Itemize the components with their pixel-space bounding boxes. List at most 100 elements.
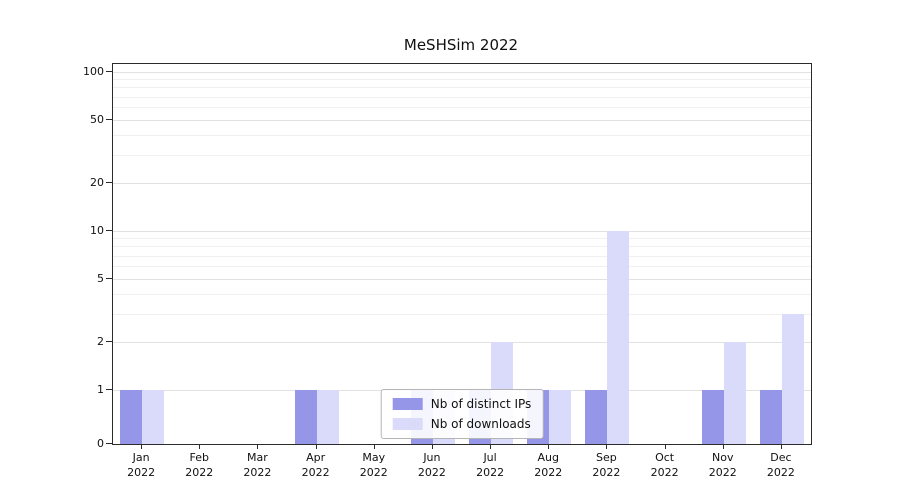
x-tick-year: 2022 [650, 466, 679, 479]
bar-distinct-ips-dec [759, 390, 782, 444]
x-tick-month: Nov [712, 451, 734, 464]
y-tick-mark-2 [106, 341, 112, 343]
gridline-minor-40 [113, 135, 811, 137]
y-tick-label-50: 50 [90, 112, 104, 126]
plot-area: Nb of distinct IPs Nb of downloads [112, 63, 812, 445]
gridline-minor-8 [113, 246, 811, 248]
x-tick-month: Jul [483, 451, 497, 464]
legend-label-distinct-ips: Nb of distinct IPs [430, 397, 532, 411]
x-tick-month: Aug [537, 451, 559, 464]
x-tick-label-sep: Sep 2022 [577, 450, 635, 480]
bar-downloads-nov [723, 342, 746, 444]
y-tick-label-100: 100 [83, 65, 104, 78]
x-tick-year: 2022 [359, 466, 388, 479]
y-tick-mark-20 [106, 182, 112, 184]
legend-swatch-distinct-ips [392, 398, 423, 410]
x-tick-year: 2022 [417, 466, 446, 479]
x-tick-label-jun: Jun 2022 [403, 450, 461, 480]
y-tick-label-10: 10 [90, 224, 104, 237]
x-tick-label-dec: Dec 2022 [752, 450, 810, 480]
bar-distinct-ips-nov [701, 390, 724, 444]
bar-downloads-aug [549, 390, 572, 444]
x-tick-year: 2022 [708, 466, 737, 479]
x-tick-month: Oct [655, 451, 675, 464]
y-tick-mark-0 [106, 443, 112, 444]
x-tick-mark-nov [722, 444, 724, 449]
gridline-minor-9 [113, 238, 811, 240]
x-tick-label-nov: Nov 2022 [694, 450, 752, 480]
x-tick-year: 2022 [766, 466, 795, 479]
gridline-major-100 [113, 72, 811, 73]
x-tick-mark-may [373, 444, 375, 449]
x-tick-mark-oct [664, 444, 666, 449]
x-tick-year: 2022 [127, 466, 156, 479]
x-tick-mark-jun [431, 444, 433, 449]
legend-row-downloads: Nb of downloads [392, 417, 532, 431]
x-tick-year: 2022 [476, 466, 505, 479]
y-tick-label-5: 5 [97, 271, 104, 285]
x-tick-mark-mar [257, 444, 259, 449]
bar-distinct-ips-jan [120, 390, 143, 444]
y-tick-label-20: 20 [90, 176, 104, 190]
x-tick-year: 2022 [243, 466, 272, 479]
gridline-minor-3 [113, 314, 811, 316]
y-tick-mark-50 [106, 118, 112, 120]
gridline-minor-30 [113, 155, 811, 157]
x-tick-year: 2022 [534, 466, 563, 479]
x-tick-month: Apr [306, 451, 326, 464]
bar-downloads-apr [316, 390, 339, 444]
gridline-minor-90 [113, 79, 811, 81]
x-tick-month: Feb [189, 451, 209, 464]
y-tick-label-0: 0 [97, 437, 104, 450]
x-tick-label-apr: Apr 2022 [287, 450, 345, 480]
bar-downloads-jan [142, 390, 165, 444]
x-tick-month: Dec [770, 451, 792, 464]
x-tick-label-aug: Aug 2022 [519, 450, 577, 480]
gridline-minor-4 [113, 294, 811, 296]
x-tick-label-oct: Oct 2022 [636, 450, 694, 480]
x-tick-mark-sep [606, 444, 608, 449]
x-tick-month: Mar [247, 451, 268, 464]
y-tick-label-2: 2 [97, 335, 104, 349]
gridline-minor-70 [113, 96, 811, 98]
y-tick-label-1: 1 [97, 383, 104, 396]
x-tick-year: 2022 [301, 466, 330, 479]
bar-downloads-sep [607, 231, 630, 444]
gridline-major-2 [113, 342, 811, 344]
gridline-minor-60 [113, 107, 811, 109]
bar-distinct-ips-apr [294, 390, 317, 444]
x-tick-label-feb: Feb 2022 [170, 450, 228, 480]
x-tick-mark-jan [141, 444, 143, 449]
x-tick-month: Jan [132, 451, 150, 464]
y-tick-mark-5 [106, 277, 112, 279]
gridline-major-50 [113, 119, 811, 121]
legend-swatch-downloads [392, 418, 423, 430]
y-tick-mark-100 [106, 71, 112, 72]
x-tick-mark-apr [315, 444, 317, 449]
legend-row-distinct-ips: Nb of distinct IPs [392, 397, 532, 411]
y-tick-mark-1 [106, 389, 112, 390]
bar-downloads-dec [781, 314, 804, 444]
gridline-major-10 [113, 231, 811, 232]
x-tick-label-jul: Jul 2022 [461, 450, 519, 480]
x-tick-mark-feb [199, 444, 201, 449]
bar-distinct-ips-sep [585, 390, 608, 444]
x-tick-mark-aug [548, 444, 550, 449]
x-tick-month: May [362, 451, 386, 464]
x-tick-mark-jul [490, 444, 492, 449]
x-tick-month: Sep [596, 451, 617, 464]
x-tick-mark-dec [780, 444, 782, 449]
x-tick-label-may: May 2022 [345, 450, 403, 480]
x-tick-year: 2022 [185, 466, 214, 479]
y-tick-mark-10 [106, 230, 112, 231]
legend-label-downloads: Nb of downloads [430, 417, 531, 431]
gridline-minor-80 [113, 87, 811, 89]
gridline-minor-7 [113, 255, 811, 257]
gridline-major-5 [113, 278, 811, 280]
gridline-major-20 [113, 183, 811, 185]
chart-title: MeSHSim 2022 [403, 36, 519, 54]
x-tick-year: 2022 [592, 466, 621, 479]
gridline-minor-6 [113, 266, 811, 268]
chart-legend: Nb of distinct IPs Nb of downloads [380, 389, 544, 439]
